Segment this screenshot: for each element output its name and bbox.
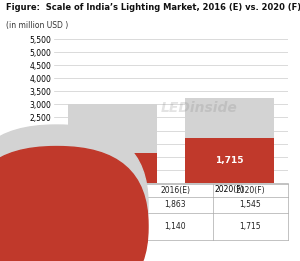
Text: Source: LEDinside, Jul., 2016: Source: LEDinside, Jul., 2016 (6, 247, 106, 253)
Bar (185, 98, 274, 138)
Text: 2016(E): 2016(E) (160, 186, 190, 195)
Text: Figure:  Scale of India’s Lighting Market, 2016 (E) vs. 2020 (F): Figure: Scale of India’s Lighting Market… (6, 3, 300, 11)
Text: 1,140: 1,140 (98, 163, 127, 172)
Text: 1,863: 1,863 (165, 200, 186, 209)
Bar (68, 153, 157, 183)
Text: LED Lighting: LED Lighting (59, 222, 108, 231)
Bar (185, 138, 274, 183)
Text: 1,140: 1,140 (165, 222, 186, 231)
Bar (68, 104, 157, 153)
Text: 1,715: 1,715 (240, 222, 261, 231)
Text: Traditional Lighting: Traditional Lighting (59, 200, 134, 209)
Text: LEDinside: LEDinside (161, 101, 238, 115)
Text: (in million USD ): (in million USD ) (6, 21, 68, 30)
Text: 1,715: 1,715 (215, 156, 244, 165)
Text: 2020(F): 2020(F) (236, 186, 265, 195)
Text: 1,545: 1,545 (240, 200, 261, 209)
